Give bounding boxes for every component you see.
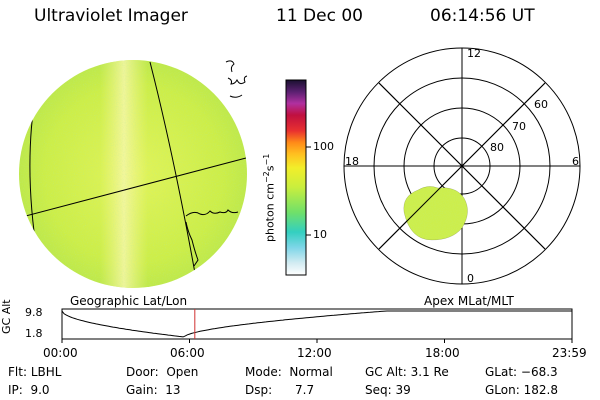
x-label-1200: 12:00 (297, 346, 332, 360)
mlt-label-12: 12 (467, 47, 481, 60)
altitude-plot-frame (61, 308, 573, 340)
colorbar-gradient (285, 79, 307, 276)
x-label-0600: 06:00 (170, 346, 205, 360)
x-label-0000: 00:00 (43, 346, 78, 360)
info-gcalt: GC Alt: 3.1 Re (365, 365, 449, 379)
app-title: Ultraviolet Imager (34, 6, 188, 26)
colorbar-label-100: 100 (313, 140, 334, 153)
info-gain: Gain: 13 (126, 383, 181, 397)
date-readout: 11 Dec 00 (276, 6, 363, 26)
lat-label-80: 80 (490, 141, 504, 154)
disk-noise (19, 60, 247, 288)
mlt-label-0: 0 (467, 272, 474, 285)
altitude-tick-high: 9.8 (25, 306, 43, 319)
colorbar-label-10: 10 (313, 228, 327, 241)
mlt-label-18: 18 (345, 155, 359, 168)
mlt-label-6: 6 (572, 155, 579, 168)
info-filter: Flt: LBHL (8, 365, 62, 379)
auroral-oval-edge (403, 186, 468, 241)
altitude-curve (61, 310, 572, 338)
coastline-upper (225, 60, 248, 98)
info-dsp: Dsp: 7.7 (245, 383, 315, 397)
info-seq: Seq: 39 (365, 383, 411, 397)
apex-panel-label: Apex MLat/MLT (424, 294, 514, 308)
grid-line-lon-2 (149, 61, 199, 288)
x-label-2359: 23:59 (552, 346, 587, 360)
grid-line-lat (19, 157, 247, 219)
polar-axis-diag-2-over (378, 82, 546, 250)
lat-label-70: 70 (512, 120, 526, 133)
info-door: Door: Open (126, 365, 199, 379)
info-glat: GLat: −68.3 (485, 365, 558, 379)
geo-panel-label: Geographic Lat/Lon (70, 294, 188, 308)
info-mode: Mode: Normal (245, 365, 333, 379)
lat-label-60: 60 (534, 98, 548, 111)
time-readout: 06:14:56 UT (430, 6, 535, 26)
info-ip: IP: 9.0 (8, 383, 50, 397)
altitude-axis-label: GC Alt (0, 299, 13, 334)
info-glon: GLon: 182.8 (485, 383, 558, 397)
coastline-lower (185, 209, 239, 267)
x-label-1800: 18:00 (425, 346, 460, 360)
altitude-tick-low: 1.8 (25, 327, 43, 340)
